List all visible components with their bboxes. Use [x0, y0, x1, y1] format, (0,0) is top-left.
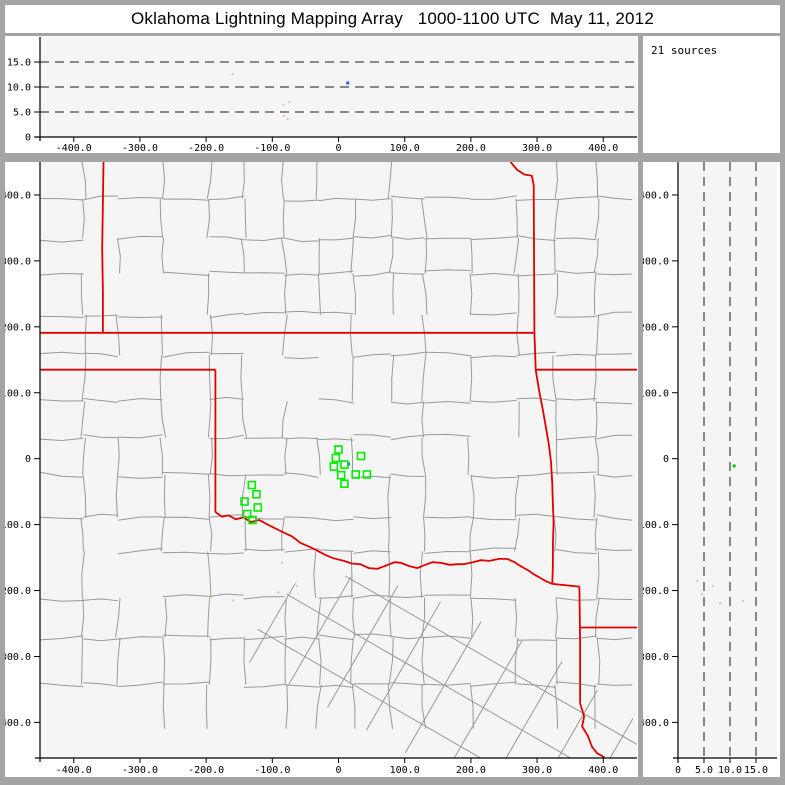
tick-label: 0 [335, 143, 341, 153]
tick-label: 10.0 [7, 83, 31, 94]
tick-label: 400.0 [643, 190, 669, 201]
tick-label: 5.0 [13, 108, 31, 119]
panel-altitude-vs-northsouth[interactable]: 400.0 300.0 200.0 100.0 0 -100.0 -200.0 -300.0 -… [643, 162, 780, 777]
tick-label: 10.0 [718, 765, 742, 776]
tick-label: -400.0 [56, 765, 92, 776]
tick-label: 300.0 [5, 256, 31, 267]
tick-label: -100.0 [5, 520, 31, 531]
tick-label: 0 [25, 133, 31, 144]
tick-label: 300.0 [522, 765, 552, 776]
title-bar: Oklahoma Lightning Mapping Array 1000-11… [5, 5, 780, 33]
altitude-ns-plot[interactable]: 400.0 300.0 200.0 100.0 0 -100.0 -200.0 -300.0 -… [643, 162, 780, 777]
tick-label: 300.0 [522, 143, 552, 153]
tick-label: -100.0 [254, 765, 290, 776]
tick-label: 200.0 [5, 322, 31, 333]
tick-label: -200.0 [188, 765, 224, 776]
tick-label: -100.0 [643, 520, 669, 531]
panel-plan-view-map[interactable]: 400.0 300.0 200.0 100.0 0 -100.0 -200.0 -300.0 -… [5, 162, 638, 777]
tick-label: -200.0 [188, 143, 224, 153]
tick-label: 400.0 [588, 765, 618, 776]
tick-label: -100.0 [254, 143, 290, 153]
tick-label: 200.0 [456, 765, 486, 776]
tick-label: 100.0 [390, 765, 420, 776]
tick-label: -400.0 [56, 143, 92, 153]
tick-label: 100.0 [390, 143, 420, 153]
tick-label: -400.0 [5, 718, 31, 729]
tick-label: 15.0 [744, 765, 768, 776]
tick-label: 100.0 [5, 388, 31, 399]
tick-label: -200.0 [5, 586, 31, 597]
page-title: Oklahoma Lightning Mapping Array 1000-11… [130, 9, 654, 28]
tick-label: 5.0 [695, 765, 713, 776]
tick-label: 200.0 [643, 322, 669, 333]
tick-label: 400.0 [588, 143, 618, 153]
source-count-label: 21 sources [651, 44, 718, 57]
tick-label: 200.0 [456, 143, 486, 153]
altitude-ew-plot-content: 0 5.0 10.0 15.0 -400.0 -300.0 -200.0 -100.0 0 100… [7, 37, 637, 153]
tick-label: -200.0 [643, 586, 669, 597]
altitude-ew-plot[interactable]: 0 5.0 10.0 15.0 -400.0 -300.0 -200.0 -100.0 0 100… [5, 36, 638, 153]
tick-label: 100.0 [643, 388, 669, 399]
tick-label: 0 [25, 454, 31, 465]
tick-label: -300.0 [122, 143, 158, 153]
tick-label: 300.0 [643, 256, 669, 267]
tick-label: -300.0 [643, 652, 669, 663]
tick-label: -300.0 [122, 765, 158, 776]
panel-altitude-vs-eastwest[interactable]: 0 5.0 10.0 15.0 -400.0 -300.0 -200.0 -100.0 0 100… [5, 36, 638, 153]
altitude-ns-plot-content: 400.0 300.0 200.0 100.0 0 -100.0 -200.0 -300.0 -… [643, 162, 777, 776]
tick-label: 15.0 [7, 58, 31, 69]
tick-label: -400.0 [643, 718, 669, 729]
vhf-source-dots [231, 73, 350, 120]
tick-label: 0 [675, 765, 681, 776]
tick-label: -300.0 [5, 652, 31, 663]
tick-label: 0 [335, 765, 341, 776]
plan-view-map-plot[interactable]: 400.0 300.0 200.0 100.0 0 -100.0 -200.0 -300.0 -… [5, 162, 638, 777]
lightning-source-squares [240, 445, 372, 525]
source-count-box: 21 sources [643, 36, 780, 153]
tick-label: 0 [663, 454, 669, 465]
plan-view-content: 400.0 300.0 200.0 100.0 0 -100.0 -200.0 -300.0 -… [5, 162, 637, 776]
vhf-source-dots [696, 464, 744, 605]
state-borders [40, 162, 637, 758]
tick-label: 400.0 [5, 190, 31, 201]
